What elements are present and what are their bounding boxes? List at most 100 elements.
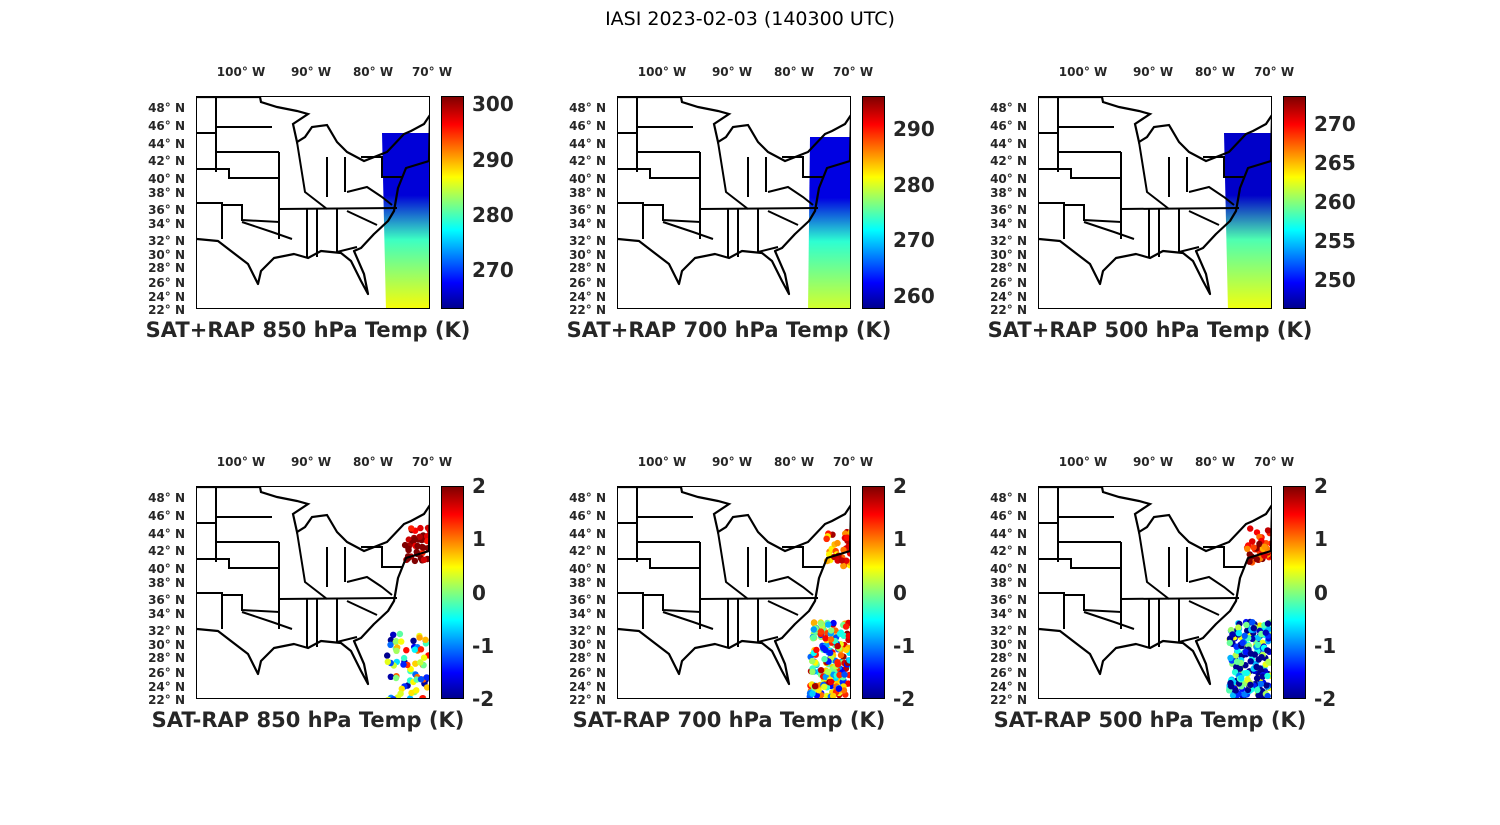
colorbar (862, 96, 885, 309)
colorbar (441, 96, 464, 309)
observation-point (411, 646, 418, 653)
observation-point (416, 634, 423, 641)
longitude-label: 90° W (290, 65, 332, 79)
observation-point (1247, 658, 1254, 665)
colorbar (1283, 96, 1306, 309)
observation-point (843, 534, 850, 541)
state-border (296, 531, 328, 600)
latitude-label: 34° N (569, 217, 606, 231)
latitude-label: 38° N (148, 576, 185, 590)
latitude-label: 48° N (569, 491, 606, 505)
observation-point (1264, 647, 1271, 654)
map-axes (1038, 96, 1272, 309)
observation-point (385, 697, 387, 698)
observation-point (825, 621, 832, 628)
state-border (1138, 141, 1170, 210)
observation-point (423, 674, 429, 681)
observation-point (1249, 619, 1256, 626)
latitude-label: 46° N (569, 509, 606, 523)
observation-point (385, 696, 391, 698)
latitude-label: 28° N (990, 261, 1027, 275)
latitude-label: 22° N (569, 693, 606, 707)
colorbar-tick-label: 270 (472, 258, 514, 283)
state-border (662, 611, 714, 630)
observation-point (403, 647, 410, 654)
observation-point (1229, 631, 1236, 638)
latitude-label: 22° N (148, 693, 185, 707)
latitude-label: 42° N (990, 154, 1027, 168)
latitude-label: 32° N (569, 234, 606, 248)
latitude-label: 34° N (148, 217, 185, 231)
longitude-label: 100° W (1058, 65, 1108, 79)
observation-point (810, 634, 817, 641)
observation-point (809, 657, 816, 665)
colorbar-tick-label: -1 (1314, 633, 1337, 658)
latitude-label: 32° N (148, 624, 185, 638)
latitude-label: 28° N (569, 651, 606, 665)
observation-point (416, 533, 423, 540)
observation-point (1247, 681, 1254, 688)
longitude-label: 100° W (216, 65, 266, 79)
observation-point (420, 654, 428, 661)
state-border (1039, 168, 1121, 179)
state-border (767, 210, 799, 226)
state-border (1188, 210, 1220, 226)
longitude-label: 80° W (1194, 455, 1236, 469)
latitude-label: 26° N (990, 666, 1027, 680)
national-border (1039, 97, 1271, 163)
observation-point (1229, 692, 1237, 698)
latitude-label: 30° N (990, 248, 1027, 262)
state-border (197, 168, 279, 179)
observation-point (408, 525, 415, 532)
state-border (241, 221, 293, 240)
state-border (197, 592, 223, 629)
observation-point (398, 638, 405, 645)
latitude-label: 32° N (990, 234, 1027, 248)
colorbar-tick-label: 2 (893, 474, 907, 498)
latitude-label: 40° N (990, 562, 1027, 576)
latitude-label: 30° N (569, 638, 606, 652)
observation-point (1263, 682, 1270, 689)
longitude-label: 90° W (711, 65, 753, 79)
map-plot (1039, 97, 1271, 308)
observation-point (414, 542, 421, 550)
colorbar-tick-label: 2 (472, 474, 486, 498)
latitude-label: 36° N (148, 203, 185, 217)
observation-point (824, 668, 832, 675)
longitude-label: 90° W (1132, 65, 1174, 79)
colorbar-tick-label: 0 (893, 580, 907, 605)
observation-point (392, 674, 400, 682)
latitude-label: 26° N (148, 276, 185, 290)
observation-point (1241, 691, 1248, 698)
observation-point (401, 541, 409, 549)
observation-point (822, 635, 829, 642)
state-border (767, 185, 814, 206)
latitude-label: 40° N (990, 172, 1027, 186)
longitude-label: 70° W (832, 65, 874, 79)
longitude-label: 80° W (352, 455, 394, 469)
panel-title: SAT+RAP 500 hPa Temp (K) (987, 318, 1313, 342)
state-border (346, 210, 378, 226)
state-border (222, 568, 280, 614)
latitude-label: 34° N (990, 217, 1027, 231)
observation-point (1256, 540, 1263, 548)
latitude-label: 36° N (990, 203, 1027, 217)
longitude-label: 70° W (411, 455, 453, 469)
observation-point (811, 683, 819, 690)
colorbar-tick-label: 280 (472, 202, 514, 227)
panel-title: SAT-RAP 700 hPa Temp (K) (572, 708, 886, 732)
observation-point (845, 632, 850, 640)
observation-point (1227, 683, 1235, 690)
observation-point (411, 536, 418, 543)
state-border (1188, 600, 1220, 616)
latitude-label: 48° N (990, 101, 1027, 115)
longitude-label: 80° W (352, 65, 394, 79)
colorbar-tick-label: 290 (893, 117, 935, 142)
latitude-label: 24° N (569, 290, 606, 304)
observation-point (417, 659, 424, 666)
state-border (757, 209, 779, 254)
observation-point (843, 557, 850, 564)
state-border (662, 221, 714, 240)
panel-title: SAT+RAP 700 hPa Temp (K) (566, 318, 892, 342)
state-border (1178, 209, 1200, 254)
